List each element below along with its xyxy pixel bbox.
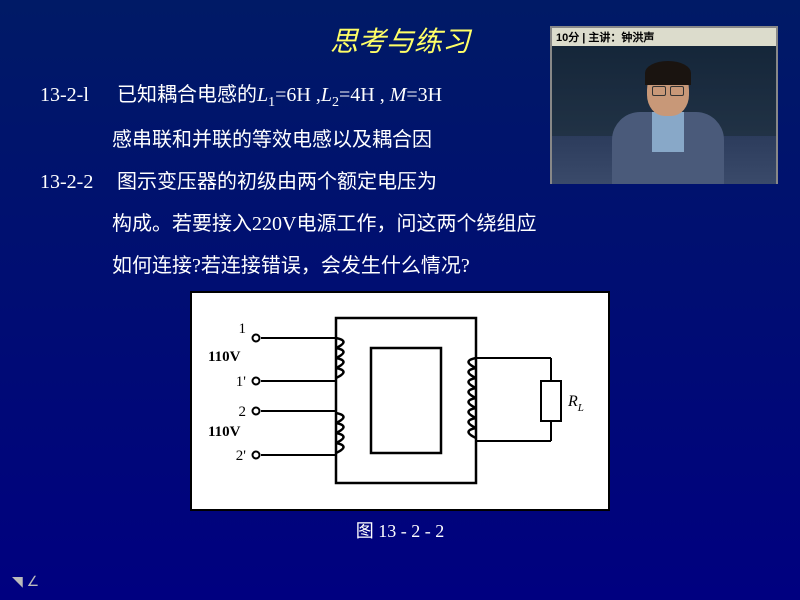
label-110v-1: 110V: [208, 349, 241, 365]
video-body: [552, 46, 776, 184]
label-1p: 1': [236, 374, 247, 390]
person-shirt: [652, 112, 684, 152]
cursor-icon: ↖: [400, 485, 413, 505]
prob1-num: 13-2-l: [40, 78, 112, 112]
label-1: 1: [239, 321, 247, 337]
prob2-num: 13-2-2: [40, 165, 112, 199]
label-RL: RL: [567, 393, 584, 414]
label-2p: 2': [236, 448, 247, 464]
corner-icon: ◥ ∠: [12, 573, 39, 590]
person-hair: [645, 61, 691, 85]
video-header: 10分 | 主讲：钟洪声: [552, 28, 776, 46]
slide: 思考与练习 13-2-l 已知耦合电感的L1=6H ,L2=4H , M=3H …: [0, 0, 800, 600]
prob2-line2: 构成。若要接入220V电源工作，问这两个绕组应: [40, 207, 760, 241]
prob2-line3: 如何连接?若连接错误，会发生什么情况?: [40, 249, 760, 283]
circuit-svg: 1 1' 2 2' 110V 110V RL: [206, 303, 596, 503]
video-panel: 10分 | 主讲：钟洪声: [550, 26, 778, 184]
label-2: 2: [239, 404, 247, 420]
circuit-diagram: 1 1' 2 2' 110V 110V RL: [190, 291, 610, 511]
label-110v-2: 110V: [208, 424, 241, 440]
glasses-icon: [652, 86, 684, 94]
diagram-caption: 图 13 - 2 - 2: [190, 517, 610, 543]
